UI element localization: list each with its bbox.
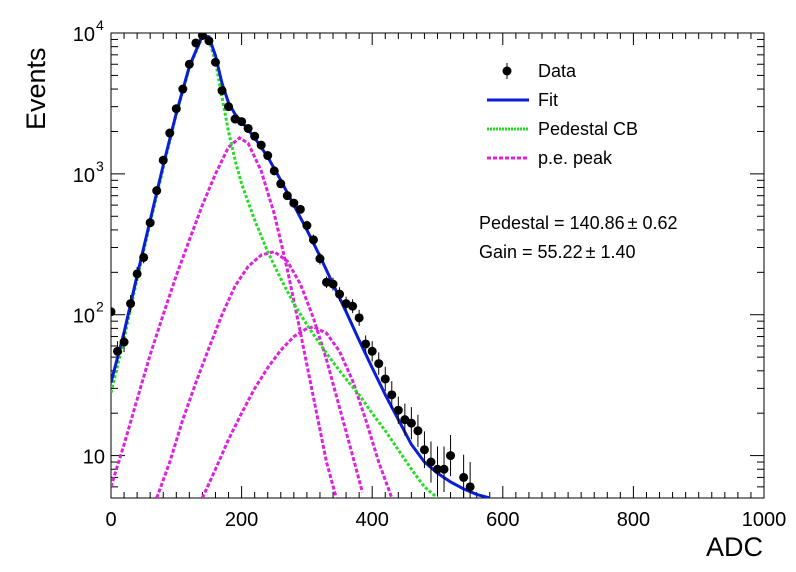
data-point (139, 252, 149, 262)
y-axis-title: Events (21, 47, 51, 130)
data-point (302, 220, 312, 230)
data-point (361, 339, 371, 349)
data-point (282, 191, 292, 201)
data-point (367, 346, 377, 356)
fit-result-error: 1.40 (595, 242, 635, 262)
data-point (145, 218, 155, 228)
data-point (413, 426, 423, 436)
data-point (433, 464, 442, 474)
plot-frame (110, 32, 765, 499)
data-point (237, 117, 247, 127)
y-tick-label: 10 (73, 24, 95, 46)
fit-result-pm: ± (586, 242, 596, 262)
legend-label: Fit (538, 90, 558, 110)
data-point (387, 390, 397, 400)
fit-result-value: Gain = 55.22 (479, 242, 583, 262)
data-point (269, 166, 279, 176)
data-point (308, 235, 318, 245)
series-p-e-peak-2 (155, 250, 364, 498)
data-point (446, 451, 456, 461)
legend: Data Fit Pedestal CB p.e. peak (487, 61, 638, 168)
data-point (354, 313, 364, 323)
data-point (184, 59, 194, 69)
data-point (165, 128, 175, 138)
data-point (113, 346, 123, 356)
y-tick-label: 10 (83, 447, 105, 469)
x-axis-title: ADC (706, 532, 763, 562)
data-point (276, 179, 286, 189)
fit-result-pm: ± (628, 213, 638, 233)
legend-label: p.e. peak (538, 148, 613, 168)
series-fit (111, 33, 491, 498)
data-point (191, 38, 201, 48)
data-point (393, 405, 403, 415)
data-point (158, 155, 168, 165)
data-point (204, 36, 214, 46)
data-point (152, 186, 162, 196)
x-axis-ticks: 0 200 400 600 800 1000 (105, 33, 786, 531)
data-point (178, 84, 188, 94)
x-tick-label: 800 (617, 509, 650, 531)
data-point (126, 299, 136, 309)
data-point (374, 359, 384, 369)
x-tick-label: 0 (105, 509, 116, 531)
data-point (348, 301, 358, 311)
y-tick-exponent: 2 (96, 299, 104, 315)
axis-frame (110, 32, 765, 499)
y-tick-exponent: 4 (96, 17, 104, 33)
fit-result-error: 0.62 (638, 213, 678, 233)
fit-result-value: Pedestal = 140.86 (479, 213, 625, 233)
data-point (171, 104, 181, 114)
y-tick-label: 10 (73, 165, 95, 187)
data-point (406, 418, 416, 428)
data-point (111, 307, 116, 317)
fit-result-text: Pedestal = 140.86 ± 0.62 (479, 213, 678, 233)
data-point (295, 204, 305, 214)
data-point (119, 337, 129, 347)
x-tick-label: 1000 (742, 509, 787, 531)
data-point (250, 131, 260, 141)
y-tick-exponent: 3 (96, 158, 104, 174)
data-point (439, 464, 449, 474)
series-layer (111, 33, 491, 498)
data-point (465, 482, 475, 492)
x-tick-label: 600 (486, 509, 519, 531)
data-point (315, 254, 325, 264)
series-pedestal-cb (111, 34, 439, 498)
data-point (328, 279, 338, 289)
data-point (289, 198, 299, 208)
data-point (426, 457, 436, 467)
legend-label: Pedestal CB (538, 119, 638, 139)
data-point (263, 151, 273, 161)
fit-result-text: Gain = 55.22 ± 1.40 (479, 242, 636, 262)
data-point (224, 102, 234, 112)
data-point (217, 86, 227, 96)
data-point (210, 57, 220, 67)
legend-marker (502, 66, 512, 76)
legend-label: Data (538, 61, 577, 81)
data-point (256, 140, 266, 150)
data-point (243, 123, 253, 133)
data-point (335, 289, 345, 299)
data-point (380, 374, 390, 384)
x-tick-label: 200 (225, 509, 258, 531)
data-point (419, 445, 429, 455)
x-tick-label: 400 (356, 509, 389, 531)
data-point (132, 269, 142, 279)
y-tick-label: 10 (73, 306, 95, 328)
data-point (197, 33, 207, 40)
series-p-e-peak-3 (201, 325, 394, 498)
data-point (459, 472, 469, 482)
